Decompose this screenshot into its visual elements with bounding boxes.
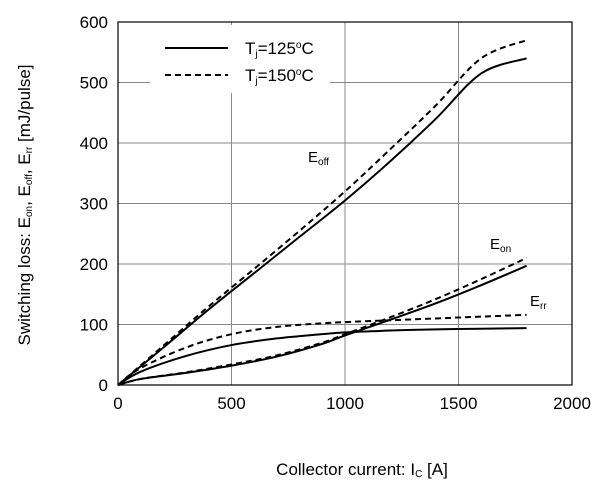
series-line-eoff-150 bbox=[117, 39, 527, 386]
series-line-eon-125 bbox=[117, 264, 527, 386]
y-tick-label: 600 bbox=[80, 13, 108, 32]
x-tick-label: 0 bbox=[113, 394, 122, 413]
x-tick-label: 1000 bbox=[326, 394, 364, 413]
series-line-err-125 bbox=[117, 327, 527, 386]
series-line-eoff-125 bbox=[117, 57, 527, 386]
x-axis-label: Collector current: IC [A] bbox=[276, 460, 448, 480]
x-tick-label: 2000 bbox=[553, 394, 591, 413]
legend-label-125: Tj=125oC bbox=[245, 39, 314, 60]
legend-label-150: Tj=150oC bbox=[245, 66, 314, 87]
y-tick-label: 200 bbox=[80, 255, 108, 274]
x-tick-label: 1500 bbox=[440, 394, 478, 413]
grid bbox=[118, 22, 572, 385]
y-tick-label: 100 bbox=[80, 316, 108, 335]
x-tick-label: 500 bbox=[217, 394, 245, 413]
annotation-eoff: Eoff bbox=[308, 149, 329, 168]
plot-frame bbox=[117, 21, 573, 386]
legend-box bbox=[150, 25, 330, 93]
tick-labels: 0 500 1000 1500 2000 0 100 200 300 400 500 600 bbox=[80, 13, 591, 413]
y-axis-label: Switching loss: Eon, Eoff, Err [mJ/pulse… bbox=[15, 64, 35, 345]
y-tick-label: 0 bbox=[99, 376, 108, 395]
y-tick-label: 500 bbox=[80, 74, 108, 93]
series-line-err-150 bbox=[117, 313, 527, 386]
series-lines bbox=[117, 39, 528, 386]
annotation-err: Err bbox=[530, 293, 547, 312]
y-tick-label: 300 bbox=[80, 195, 108, 214]
annotation-eon: Eon bbox=[490, 236, 511, 255]
series-line-eon-150 bbox=[117, 257, 528, 386]
legend: Tj=125oC Tj=150oC bbox=[150, 25, 330, 93]
y-tick-label: 400 bbox=[80, 134, 108, 153]
